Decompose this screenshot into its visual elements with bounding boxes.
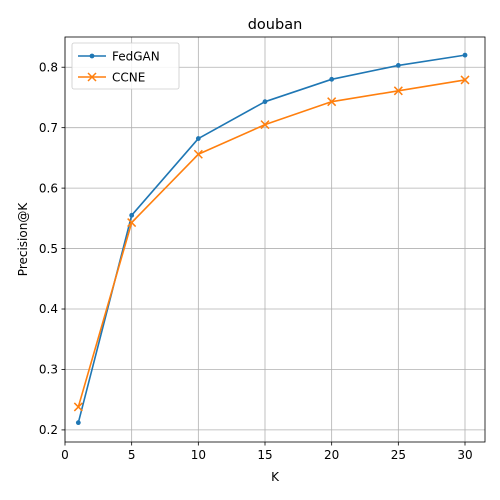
plot-frame <box>64 36 486 443</box>
x-tick-label: 20 <box>324 448 339 462</box>
x-tick-label: 30 <box>457 448 472 462</box>
y-tick-label: 0.6 <box>39 181 58 195</box>
y-tick-label: 0.8 <box>39 60 58 74</box>
legend-label: FedGAN <box>112 49 160 63</box>
data-point-x-marker <box>193 149 203 159</box>
x-tick-label: 10 <box>191 448 206 462</box>
y-tick-label: 0.7 <box>39 121 58 135</box>
data-point <box>462 52 468 58</box>
series-layer <box>73 52 470 426</box>
x-axis-label: K <box>271 470 280 484</box>
y-tick-label: 0.2 <box>39 423 58 437</box>
legend-item: FedGAN <box>78 49 160 63</box>
data-point <box>195 136 201 141</box>
x-tick-label: 0 <box>61 448 69 462</box>
legend-label: CCNE <box>112 70 145 84</box>
data-point-x-marker <box>260 120 270 130</box>
legend-item: CCNE <box>78 70 145 84</box>
legend: FedGAN CCNE <box>71 42 180 90</box>
series-fedgan <box>75 52 468 426</box>
grid <box>64 37 485 442</box>
chart-title: douban <box>248 17 303 33</box>
series-line <box>77 79 466 408</box>
data-point-x-marker <box>87 72 97 82</box>
data-point <box>395 63 401 68</box>
series-line <box>77 54 466 423</box>
y-tick-label: 0.5 <box>39 242 58 256</box>
data-point-x-marker <box>460 75 470 85</box>
data-point <box>329 76 335 82</box>
data-point-x-marker <box>327 97 337 107</box>
ticks: 0 5 10 15 20 25 30 0.2 0.3 0.4 0.5 0.6 0.7 0.8 <box>39 60 473 462</box>
data-point <box>262 99 268 105</box>
x-tick-label: 15 <box>257 448 272 462</box>
data-point-x-marker <box>393 86 403 96</box>
data-point-x-marker <box>127 218 137 228</box>
y-axis-label: Precision@K <box>16 202 30 277</box>
y-tick-label: 0.4 <box>39 302 58 316</box>
y-tick-label: 0.3 <box>39 363 58 377</box>
data-point <box>129 212 135 218</box>
data-point <box>89 53 95 59</box>
data-point-x-marker <box>73 402 83 412</box>
series-ccne <box>73 75 470 412</box>
x-tick-label: 25 <box>391 448 406 462</box>
x-tick-label: 5 <box>128 448 136 462</box>
data-point <box>75 420 81 426</box>
